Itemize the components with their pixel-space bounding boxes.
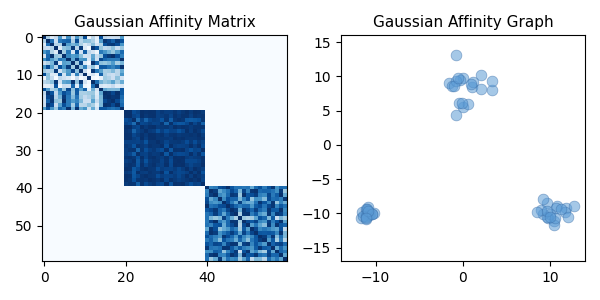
Point	[487, 79, 496, 83]
Point	[453, 76, 463, 81]
Point	[362, 207, 372, 212]
Point	[532, 209, 542, 214]
Point	[361, 216, 371, 220]
Point	[365, 212, 374, 216]
Point	[538, 212, 548, 216]
Point	[543, 216, 553, 220]
Point	[444, 81, 454, 85]
Point	[449, 83, 458, 88]
Point	[542, 215, 551, 220]
Point	[562, 206, 571, 210]
Point	[545, 214, 555, 219]
Point	[358, 214, 367, 219]
Title: Gaussian Affinity Graph: Gaussian Affinity Graph	[373, 15, 553, 30]
Point	[457, 101, 467, 106]
Point	[476, 73, 485, 77]
Point	[362, 212, 371, 217]
Point	[369, 210, 379, 215]
Point	[556, 206, 566, 211]
Point	[551, 206, 560, 210]
Point	[550, 218, 559, 223]
Point	[545, 212, 555, 216]
Point	[451, 53, 461, 58]
Point	[458, 75, 468, 80]
Point	[364, 205, 373, 210]
Point	[455, 77, 464, 82]
Point	[468, 79, 478, 84]
Point	[454, 101, 463, 106]
Point	[367, 212, 377, 217]
Point	[451, 112, 461, 117]
Point	[458, 105, 467, 110]
Point	[357, 210, 367, 214]
Point	[367, 212, 377, 216]
Point	[467, 84, 476, 89]
Title: Gaussian Affinity Matrix: Gaussian Affinity Matrix	[74, 15, 256, 30]
Point	[364, 213, 374, 218]
Point	[536, 208, 546, 213]
Point	[563, 215, 573, 220]
Point	[550, 223, 559, 228]
Point	[447, 83, 457, 88]
Point	[451, 79, 460, 84]
Point	[362, 208, 371, 212]
Point	[542, 200, 552, 205]
Point	[569, 204, 578, 208]
Point	[362, 210, 372, 215]
Point	[362, 206, 371, 211]
Point	[361, 213, 370, 218]
Point	[550, 216, 560, 220]
Point	[363, 209, 373, 214]
Point	[560, 210, 570, 214]
Point	[539, 196, 548, 201]
Point	[476, 87, 486, 92]
Point	[361, 214, 371, 219]
Point	[542, 208, 552, 213]
Point	[488, 87, 497, 92]
Point	[463, 102, 472, 106]
Point	[361, 216, 370, 221]
Point	[552, 204, 562, 208]
Point	[363, 212, 373, 217]
Point	[466, 82, 475, 87]
Point	[356, 216, 365, 221]
